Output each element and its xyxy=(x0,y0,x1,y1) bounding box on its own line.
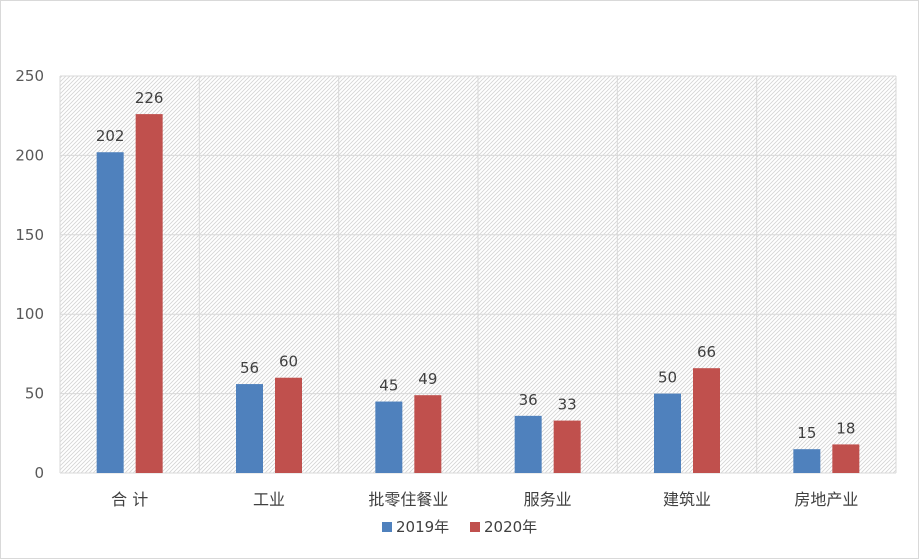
gridlines xyxy=(59,75,897,474)
legend-swatch-0 xyxy=(382,522,392,532)
bar-0-4 xyxy=(654,393,681,473)
bar-1-4 xyxy=(693,368,720,473)
legend-label-1: 2020年 xyxy=(484,518,537,536)
x-tick-label-1: 工业 xyxy=(253,490,285,509)
data-label-0-2: 45 xyxy=(379,377,398,395)
legend: 2019年 2020年 xyxy=(382,518,537,536)
legend-label-0: 2019年 xyxy=(396,518,449,536)
data-label-1-3: 33 xyxy=(558,396,577,414)
data-label-0-3: 36 xyxy=(519,391,538,409)
y-tick-label-1: 50 xyxy=(25,385,44,403)
legend-swatch-1 xyxy=(470,522,480,532)
data-label-1-4: 66 xyxy=(697,343,716,361)
y-tick-label-4: 200 xyxy=(15,146,44,164)
x-tick-label-0: 合 计 xyxy=(111,490,148,509)
bar-1-0 xyxy=(135,114,163,473)
data-label-1-0: 226 xyxy=(135,89,164,107)
bar-0-1 xyxy=(236,384,263,473)
x-axis: 合 计 工业 批零住餐业 服务业 建筑业 房地产业 xyxy=(111,490,858,509)
data-label-1-1: 60 xyxy=(279,353,298,371)
x-tick-label-4: 建筑业 xyxy=(663,490,711,509)
data-label-1-2: 49 xyxy=(418,370,437,388)
data-label-0-4: 50 xyxy=(658,369,677,387)
bar-0-5 xyxy=(793,449,821,473)
x-tick-label-3: 服务业 xyxy=(524,490,572,509)
bar-1-1 xyxy=(275,377,302,473)
data-label-0-5: 15 xyxy=(797,424,816,442)
bar-1-3 xyxy=(553,420,581,473)
bar-0-0 xyxy=(96,152,124,473)
bar-1-5 xyxy=(832,444,860,473)
y-tick-label-3: 150 xyxy=(15,226,44,244)
bars xyxy=(96,114,860,473)
data-label-0-0: 202 xyxy=(96,127,125,145)
bar-1-2 xyxy=(414,395,442,473)
bar-0-3 xyxy=(514,415,542,473)
y-axis: 0 50 100 150 200 250 xyxy=(15,67,44,482)
x-tick-label-5: 房地产业 xyxy=(794,490,858,509)
y-tick-label-2: 100 xyxy=(15,305,44,323)
x-tick-label-2: 批零住餐业 xyxy=(368,490,448,509)
y-tick-label-0: 0 xyxy=(34,464,44,482)
data-label-1-5: 18 xyxy=(836,419,855,437)
y-tick-label-5: 250 xyxy=(15,67,44,85)
data-labels: 202 56 45 36 50 15 226 60 49 33 66 18 xyxy=(96,89,856,442)
data-label-0-1: 56 xyxy=(240,359,259,377)
bar-0-2 xyxy=(375,401,403,473)
